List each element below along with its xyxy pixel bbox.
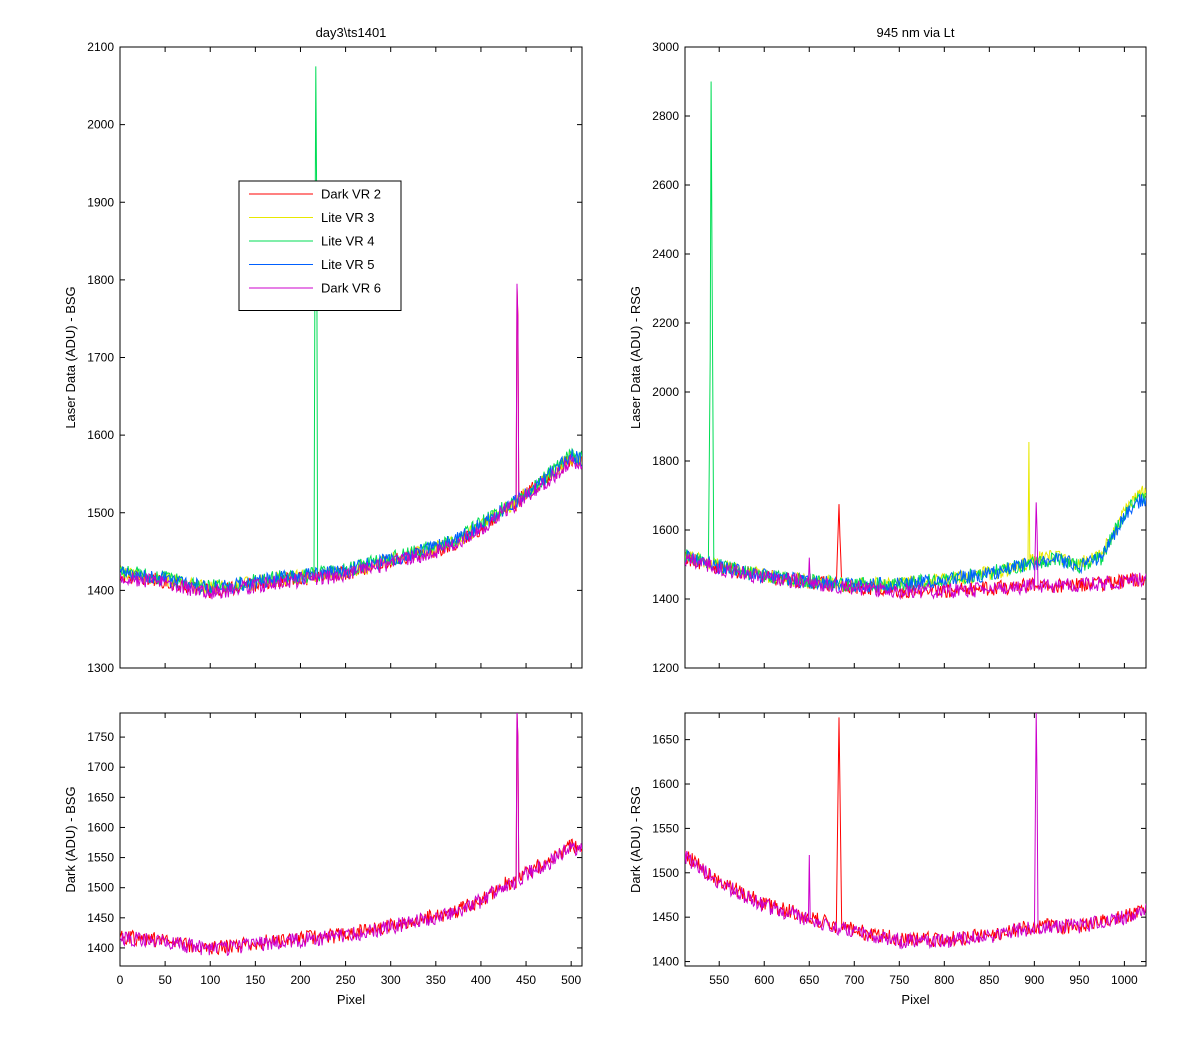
y-tick-label: 2100 xyxy=(87,40,114,54)
y-tick-label: 1700 xyxy=(87,760,114,774)
x-tick-label: 300 xyxy=(381,973,401,987)
x-tick-label: 500 xyxy=(561,973,581,987)
y-tick-label: 1450 xyxy=(87,911,114,925)
x-tick-label: 100 xyxy=(200,973,220,987)
x-tick-label: 250 xyxy=(336,973,356,987)
x-tick-label: 200 xyxy=(290,973,310,987)
y-tick-label: 2800 xyxy=(652,109,679,123)
series-line-dark-vr-6 xyxy=(120,283,582,600)
y-tick-label: 1900 xyxy=(87,195,114,209)
x-tick-label: 800 xyxy=(934,973,954,987)
legend-entry: Lite VR 4 xyxy=(321,234,374,249)
y-tick-label: 2400 xyxy=(652,247,679,261)
x-tick-label: 950 xyxy=(1069,973,1089,987)
x-axis-label: Pixel xyxy=(901,992,929,1007)
y-tick-label: 1600 xyxy=(87,428,114,442)
y-tick-label: 1400 xyxy=(652,592,679,606)
y-tick-label: 1500 xyxy=(87,506,114,520)
y-axis-label: Laser Data (ADU) - RSG xyxy=(628,286,643,429)
y-tick-label: 2600 xyxy=(652,178,679,192)
y-tick-label: 1550 xyxy=(652,821,679,835)
y-tick-label: 1550 xyxy=(87,851,114,865)
series-line-dark-vr-6 xyxy=(685,502,1146,601)
y-tick-label: 1600 xyxy=(652,523,679,537)
y-tick-label: 1400 xyxy=(87,941,114,955)
series-group xyxy=(685,713,1146,950)
x-tick-label: 50 xyxy=(158,973,172,987)
legend: Dark VR 2 Lite VR 3 Lite VR 4 Lite VR 5 Dark… xyxy=(238,180,402,311)
x-tick-label: 900 xyxy=(1024,973,1044,987)
x-tick-label: 1000 xyxy=(1111,973,1138,987)
y-tick-label: 3000 xyxy=(652,40,679,54)
y-tick-label: 1500 xyxy=(87,881,114,895)
x-tick-label: 550 xyxy=(709,973,729,987)
x-tick-label: 350 xyxy=(426,973,446,987)
y-tick-label: 2200 xyxy=(652,316,679,330)
x-tick-label: 400 xyxy=(471,973,491,987)
y-tick-label: 1600 xyxy=(87,820,114,834)
series-line-dark-vr-6 xyxy=(120,713,582,957)
y-tick-label: 1750 xyxy=(87,730,114,744)
chart-top-right: 1200 1400 1600 1800 2000 2200 2400 2600 2800 3000… xyxy=(628,25,1147,675)
legend-entry: Lite VR 5 xyxy=(321,257,374,272)
y-tick-label: 1500 xyxy=(652,866,679,880)
chart-title: 945 nm via Lt xyxy=(876,25,954,40)
x-tick-label: 750 xyxy=(889,973,909,987)
y-tick-label: 1800 xyxy=(652,454,679,468)
y-tick-label: 1800 xyxy=(87,273,114,287)
y-tick-label: 1200 xyxy=(652,661,679,675)
x-tick-label: 850 xyxy=(979,973,999,987)
x-tick-label: 450 xyxy=(516,973,536,987)
x-axis-label: Pixel xyxy=(337,992,365,1007)
y-tick-label: 1300 xyxy=(87,661,114,675)
legend-entry: Dark VR 2 xyxy=(321,187,381,202)
x-tick-label: 0 xyxy=(117,973,124,987)
x-tick-label: 150 xyxy=(245,973,265,987)
y-tick-label: 1700 xyxy=(87,351,114,365)
legend-entry: Lite VR 3 xyxy=(321,210,374,225)
chart-title: day3\ts1401 xyxy=(316,25,387,40)
y-tick-label: 1650 xyxy=(652,733,679,747)
y-tick-label: 1400 xyxy=(652,955,679,969)
x-tick-label: 700 xyxy=(844,973,864,987)
chart-bottom-right: 1400 1450 1500 1550 1600 1650 550 600 650 700 750 8… xyxy=(628,712,1147,1007)
series-group xyxy=(685,81,1146,601)
y-axis-label: Laser Data (ADU) - BSG xyxy=(63,286,78,428)
x-tick-label: 600 xyxy=(754,973,774,987)
legend-entry: Dark VR 6 xyxy=(321,281,381,296)
y-tick-label: 1450 xyxy=(652,910,679,924)
chart-bottom-left: 1400 1450 1500 1550 1600 1650 1700 1750 0 50 100 15… xyxy=(63,712,583,1007)
y-tick-label: 1400 xyxy=(87,583,114,597)
series-line-dark-vr-6 xyxy=(685,713,1146,950)
legend-box xyxy=(238,180,402,311)
y-tick-label: 1650 xyxy=(87,790,114,804)
y-axis-label: Dark (ADU) - BSG xyxy=(63,786,78,892)
y-tick-label: 2000 xyxy=(87,118,114,132)
x-tick-label: 650 xyxy=(799,973,819,987)
chart-top-left: 1300 1400 1500 1600 1700 1800 1900 2000 2100 day3… xyxy=(63,25,583,675)
series-group xyxy=(120,713,582,957)
plot-area xyxy=(119,712,583,967)
y-tick-label: 1600 xyxy=(652,777,679,791)
y-tick-label: 2000 xyxy=(652,385,679,399)
series-group xyxy=(120,66,582,600)
y-axis-label: Dark (ADU) - RSG xyxy=(628,786,643,893)
